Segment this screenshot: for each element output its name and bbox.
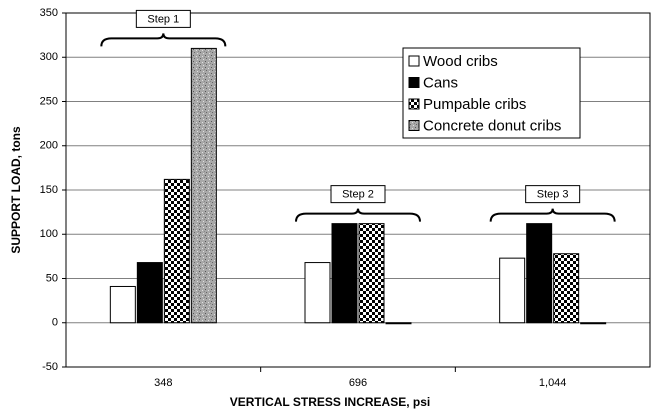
bar [109,285,136,324]
annotation: Step 1 [147,13,179,25]
y-tick-label: 300 [40,51,58,63]
annotation-box [135,9,191,28]
x-axis-title: VERTICAL STRESS INCREASE, psi [230,395,430,409]
annotation: Step 2 [342,189,374,201]
bar [526,223,553,324]
bar [580,322,607,325]
bar [136,262,163,324]
bar [358,223,385,324]
annotation-box [525,185,581,204]
legend-swatch [408,55,420,67]
legend-label: Concrete donut cribs [423,117,561,134]
brace [295,208,421,222]
x-tick-label: 1,044 [539,377,567,389]
legend-swatch [408,120,420,131]
bar [190,47,217,324]
bar [553,253,580,324]
bar [385,322,412,325]
y-tick-label: 150 [40,184,58,196]
bar [499,257,526,324]
annotation: Step 3 [537,189,569,201]
y-axis-title: SUPPORT LOAD, tons [9,126,23,254]
annotation-box [330,185,386,204]
y-tick-label: -50 [42,361,58,373]
bar [331,223,358,324]
y-tick-label: 100 [40,228,58,240]
y-tick-label: 0 [52,317,58,329]
legend-label: Cans [423,74,458,91]
y-tick-label: 250 [40,95,58,107]
legend-label: Pumpable cribs [423,96,526,113]
y-tick-label: 350 [40,7,58,19]
legend-swatch [408,98,420,110]
x-tick-label: 348 [154,377,172,389]
y-tick-label: 200 [40,140,58,152]
legend-box [402,47,581,139]
brace [489,208,616,222]
legend-swatch [408,77,420,88]
legend-label: Wood cribs [423,53,498,70]
bar [163,178,190,324]
y-tick-label: 50 [46,272,58,284]
x-tick-label: 696 [349,377,367,389]
legend: Wood cribs Cans Pumpable cribs Concrete don… [402,47,581,139]
bar [304,262,331,324]
plot-frame [65,12,651,368]
brace [100,33,227,47]
